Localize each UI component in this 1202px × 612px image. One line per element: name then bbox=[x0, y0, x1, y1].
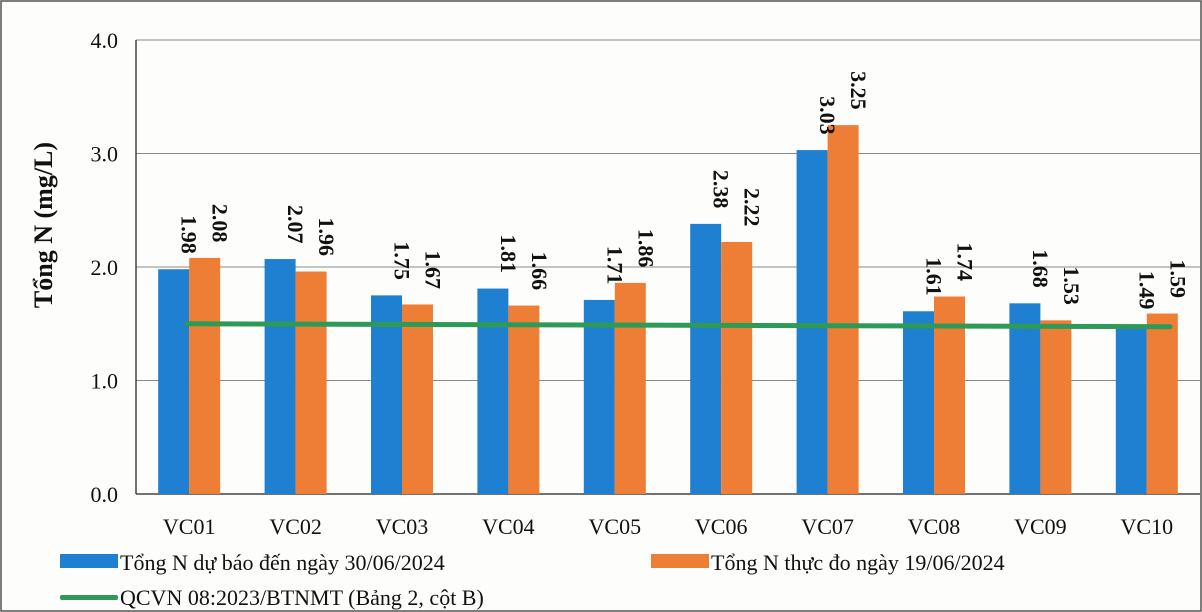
data-label-measured: 1.59 bbox=[1165, 260, 1190, 299]
y-tick-label: 3.0 bbox=[91, 142, 119, 167]
category-label: VC07 bbox=[801, 514, 854, 539]
bar-forecast bbox=[690, 223, 722, 494]
data-label-forecast: 1.81 bbox=[496, 235, 521, 274]
data-label-measured: 1.86 bbox=[633, 229, 658, 268]
bar-measured bbox=[934, 296, 965, 494]
bar-measured bbox=[614, 282, 646, 494]
data-label-measured: 1.66 bbox=[527, 252, 552, 291]
bar-measured bbox=[827, 125, 859, 494]
legend-label-measured: Tổng N thực đo ngày 19/06/2024 bbox=[711, 550, 1005, 575]
data-label-measured: 1.96 bbox=[314, 218, 339, 257]
data-label-measured: 3.25 bbox=[846, 71, 871, 110]
category-label: VC09 bbox=[1014, 514, 1067, 539]
y-tick-label: 1.0 bbox=[91, 369, 119, 394]
category-label: VC01 bbox=[163, 514, 216, 539]
data-label-measured: 2.22 bbox=[740, 188, 765, 227]
category-label: VC05 bbox=[589, 514, 642, 539]
data-label-measured: 2.08 bbox=[208, 204, 233, 243]
bar-forecast bbox=[1009, 303, 1041, 494]
data-label-forecast: 1.75 bbox=[390, 241, 415, 280]
data-label-forecast: 2.38 bbox=[709, 170, 734, 209]
bar-forecast bbox=[158, 269, 190, 494]
legend-swatch-reference bbox=[60, 595, 118, 600]
data-label-forecast: 1.61 bbox=[922, 257, 947, 296]
data-label-forecast: 3.03 bbox=[815, 96, 840, 135]
bar-forecast bbox=[796, 150, 828, 494]
bar-measured bbox=[508, 305, 540, 494]
data-label-forecast: 1.68 bbox=[1028, 249, 1053, 288]
bar-measured bbox=[189, 257, 221, 494]
bar-measured bbox=[402, 304, 433, 494]
bar-forecast bbox=[477, 288, 509, 494]
bar-measured bbox=[1146, 313, 1178, 494]
bar-forecast bbox=[583, 299, 615, 494]
legend-swatch-forecast bbox=[60, 554, 118, 568]
x-tick-labels: VC01 VC02 VC03 VC04 VC05 VC06 VC07 VC08 VC09 VC10 bbox=[163, 514, 1173, 539]
category-label: VC08 bbox=[908, 514, 961, 539]
bar-measured bbox=[721, 242, 753, 494]
category-label: VC06 bbox=[695, 514, 748, 539]
legend-label-reference: QCVN 08:2023/BTNMT (Bảng 2, cột B) bbox=[120, 585, 484, 610]
y-tick-label: 2.0 bbox=[91, 255, 119, 280]
legend-swatch-measured bbox=[651, 554, 709, 568]
data-label-measured: 1.74 bbox=[953, 243, 978, 282]
y-tick-label: 0.0 bbox=[91, 482, 119, 507]
data-label-measured: 1.53 bbox=[1059, 266, 1084, 305]
bar-measured bbox=[295, 271, 327, 494]
data-labels: 1.98 2.08 2.07 1.96 1.75 1.67 1.81 1.66 1.71 1.86… bbox=[177, 71, 1191, 309]
data-label-forecast: 1.98 bbox=[177, 215, 202, 254]
bar-forecast bbox=[264, 259, 296, 494]
bars bbox=[158, 125, 1178, 494]
bar-forecast bbox=[1115, 324, 1147, 494]
y-tick-labels: 0.0 1.0 2.0 3.0 4.0 bbox=[91, 28, 119, 507]
category-label: VC02 bbox=[269, 514, 322, 539]
data-label-forecast: 2.07 bbox=[283, 205, 308, 244]
category-label: VC04 bbox=[482, 514, 535, 539]
bar-measured bbox=[1040, 320, 1072, 494]
reference-line-group bbox=[184, 321, 1173, 330]
data-label-measured: 1.67 bbox=[421, 250, 446, 289]
data-label-forecast: 1.71 bbox=[602, 246, 627, 285]
y-tick-label: 4.0 bbox=[91, 28, 119, 53]
category-label: VC10 bbox=[1121, 514, 1174, 539]
bar-forecast bbox=[371, 295, 402, 494]
legend: Tổng N dự báo đến ngày 30/06/2024 Tổng N… bbox=[60, 550, 1005, 610]
legend-label-forecast: Tổng N dự báo đến ngày 30/06/2024 bbox=[120, 550, 445, 575]
category-label: VC03 bbox=[376, 514, 429, 539]
data-label-forecast: 1.49 bbox=[1134, 271, 1159, 310]
reference-line bbox=[184, 321, 1173, 330]
bar-forecast bbox=[903, 311, 934, 494]
y-axis-label: Tổng N (mg/L) bbox=[29, 142, 58, 308]
